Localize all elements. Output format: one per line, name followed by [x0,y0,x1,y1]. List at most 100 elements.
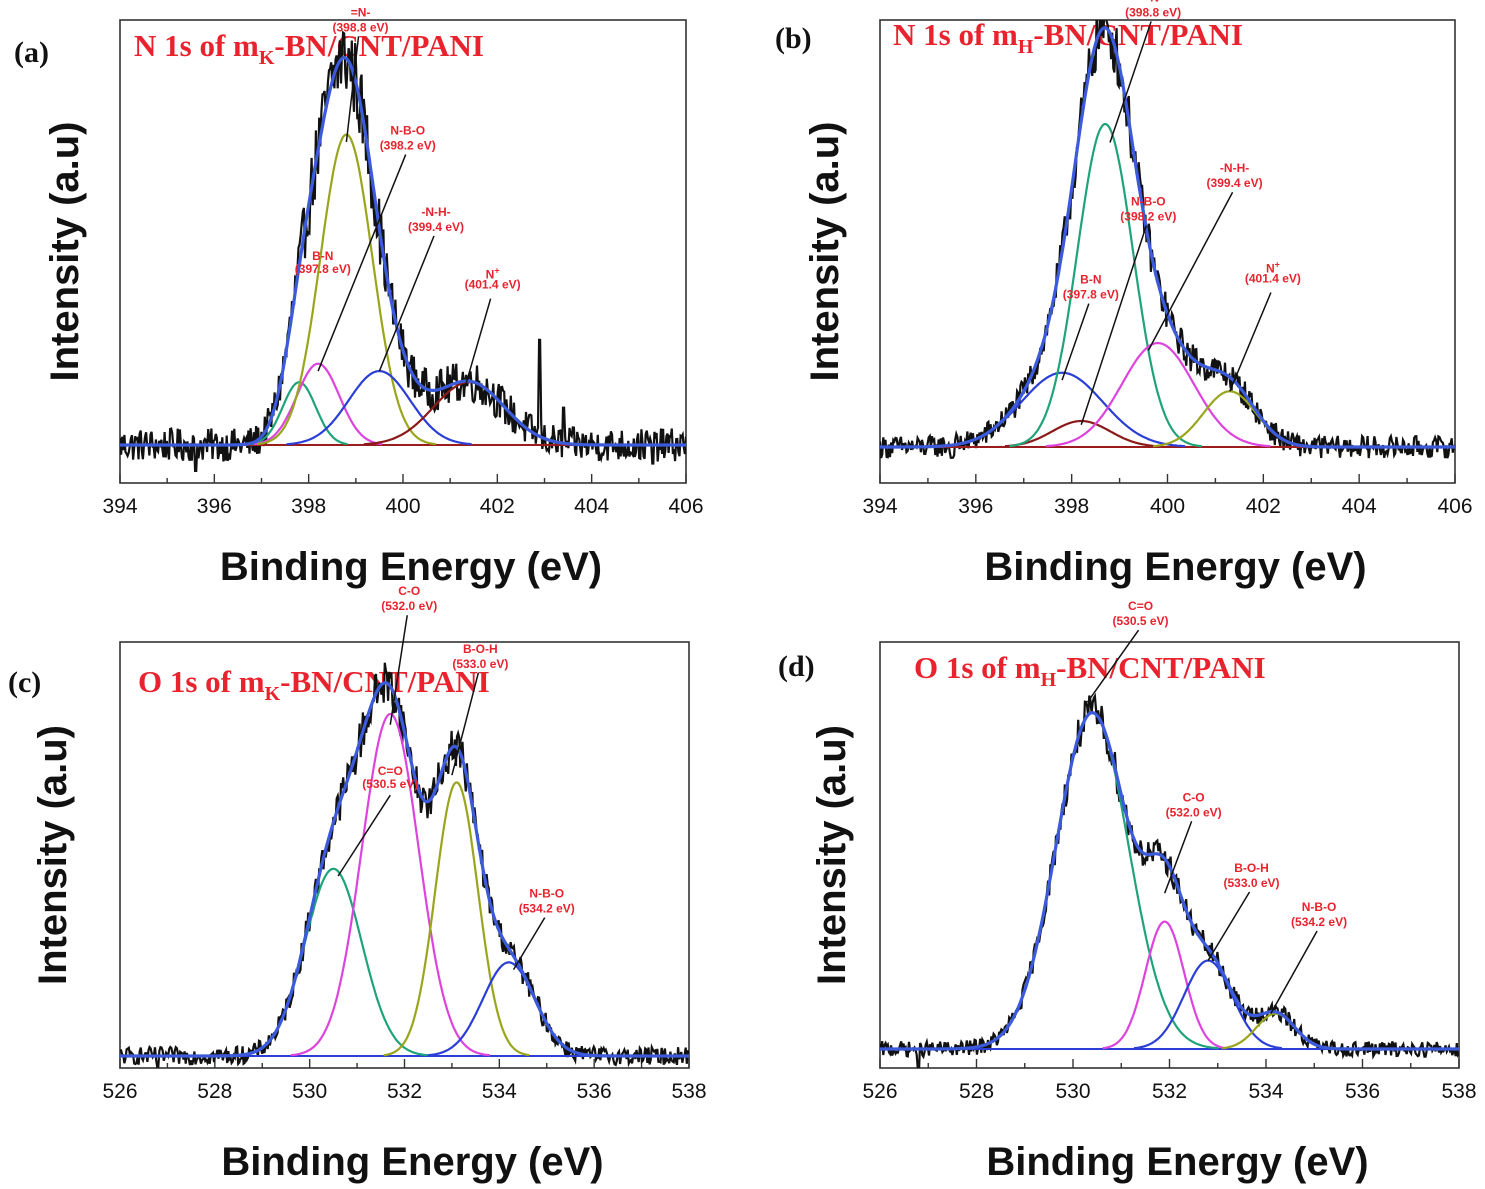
chart-title: N 1s of mK-BN/CNT/PANI [134,28,484,69]
peak-annotation: N-B-O (534.2 eV) [519,887,575,916]
chart-title: O 1s of mK-BN/CNT/PANI [138,664,490,705]
annotation-leader-line [337,794,391,877]
x-tick-label: 400 [385,495,420,518]
plot-frame [879,19,1456,484]
x-tick-label: 536 [1345,1080,1380,1103]
annotation-leader-line [1086,629,1140,703]
peak-c-o-line [239,867,428,1057]
peak-annotation: C=O (530.5 eV) [362,764,418,791]
x-tick-label: 526 [102,1080,137,1103]
annotation-leader-line [512,917,546,970]
peak-b-o-h-line [1133,959,1283,1050]
annotation-leader-line [1109,21,1152,143]
peak-b-o-h-line [383,781,530,1057]
chart-title: O 1s of mH-BN/CNT/PANI [914,650,1266,691]
x-tick-label: 526 [862,1080,897,1103]
peak-annotation: N-B-O (534.2 eV) [1291,900,1347,929]
peak-annotation: C=O (530.5 eV) [1113,599,1169,628]
x-axis-title: Binding Energy (eV) [986,1140,1368,1184]
chart-panel-c: 526 528 530 532 534 536 538 Binding Energy (eV)… [8,584,707,1184]
panel-label: (d) [778,650,815,683]
annotation-leader-line [345,36,360,143]
peak-annotation: B-O-H (533.0 eV) [452,642,508,671]
annotation-leader-line [317,154,407,372]
peak-annotation: -N-H-(399.4 eV) [408,205,464,234]
x-tick-label: 406 [1437,495,1472,518]
chart-title: N 1s of mH-BN/CNT/PANI [893,17,1243,58]
y-axis-title: Intensity (a.u) [31,725,75,985]
x-tick-label: 538 [671,1080,706,1103]
x-tick-label: 528 [959,1080,994,1103]
x-tick-label: 532 [1152,1080,1187,1103]
x-tick-label: 398 [291,495,326,518]
peak-c-o-line [290,712,491,1057]
x-axis-title: Binding Energy (eV) [220,545,602,589]
x-tick-label: 536 [577,1080,612,1103]
x-tick-label: 530 [292,1080,327,1103]
peak-annotation: C-O (532.0 eV) [1166,790,1222,819]
annotation-leader-line [1229,292,1272,392]
annotation-leader-line [389,615,408,725]
peak-annotation: C-O (532.0 eV) [381,584,437,613]
plot-frame [879,641,1460,1069]
peak-annotation: N-B-O (398.2 eV) [380,124,436,153]
annotation-leader-line [1270,930,1318,1014]
x-tick-label: 406 [668,495,703,518]
annotation-leader-line [1207,891,1251,961]
peak-annotation: =N-(398.8 eV) [1125,0,1181,19]
fitted-envelope-line [120,55,686,447]
peak-annotation: =N-(398.8 eV) [333,5,389,34]
peak-n-h-line [1045,341,1271,448]
x-tick-label: 534 [1248,1080,1283,1103]
annotation-leader-line [378,235,435,372]
peak-annotation: N+ (401.4 eV) [465,266,521,292]
panel-label: (b) [775,22,812,55]
x-tick-label: 396 [197,495,232,518]
y-axis-title: Intensity (a.u) [43,121,87,381]
annotation-leader-line [451,672,480,776]
panel-label: (c) [8,666,41,699]
x-tick-label: 394 [862,495,897,518]
peak-c-o-line [1102,920,1227,1050]
x-tick-label: 398 [1054,495,1089,518]
panel-label: (a) [14,36,49,69]
raw-spectrum-line [120,662,689,1068]
x-tick-label: 396 [958,495,993,518]
x-tick-label: 528 [197,1080,232,1103]
raw-spectrum-line [120,30,686,472]
peak-annotation: N+ (401.4 eV) [1245,259,1301,285]
annotation-leader-line [1147,191,1234,351]
x-axis-title: Binding Energy (eV) [221,1140,603,1184]
chart-panel-d: 526 528 530 532 534 536 538 Binding Energy (eV)… [778,599,1477,1184]
x-tick-label: 394 [102,495,137,518]
x-tick-label: 400 [1150,495,1185,518]
y-axis-title: Intensity (a.u) [810,725,854,985]
peak-annotation: -N-H-(399.4 eV) [1207,161,1263,190]
peak-n-b-o-line [1004,419,1158,448]
peak-n-b-o-line [253,362,383,446]
y-axis-title: Intensity (a.u) [803,121,847,381]
x-tick-label: 530 [1055,1080,1090,1103]
x-tick-label: 538 [1441,1080,1476,1103]
annotation-leader-line [1080,225,1148,425]
x-axis-title: Binding Energy (eV) [984,545,1366,589]
annotation-leader-line [1061,303,1090,381]
annotation-leader-line [463,298,492,390]
peak-annotation: N-B-O (398.2 eV) [1120,195,1176,224]
peak-b-n-line [938,371,1186,448]
peak-n-line [1009,122,1202,448]
x-tick-label: 532 [387,1080,422,1103]
peak-c-o-line [965,711,1219,1050]
x-tick-label: 402 [1246,495,1281,518]
raw-spectrum-line [880,20,1455,459]
peak-annotation: B-O-H (533.0 eV) [1224,861,1280,890]
peak-n-line [256,133,436,446]
fitted-envelope-line [120,681,689,1058]
fitted-envelope-line [880,26,1455,449]
x-tick-label: 402 [480,495,515,518]
peak-annotation: B-N (397.8 eV) [1063,273,1119,302]
x-tick-label: 404 [1342,495,1377,518]
peak-n-h-line [286,370,472,446]
annotation-leader-line [1163,820,1193,894]
